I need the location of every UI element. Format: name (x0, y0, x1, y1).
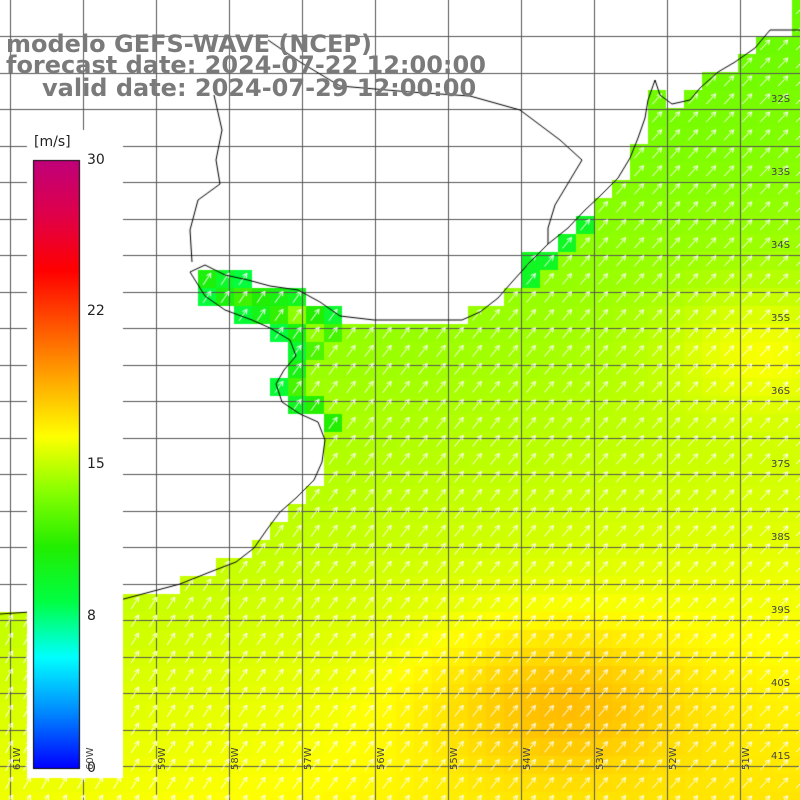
model-title: modelo GEFS-WAVE (NCEP) (6, 30, 372, 58)
lon-label-51w: 51W (741, 747, 752, 770)
valid-date: valid date: 2024-07-29 12:00:00 (42, 74, 477, 102)
lon-label-56w: 56W (376, 747, 387, 770)
forecast-date: forecast date: 2024-07-22 12:00:00 (6, 51, 486, 79)
colorbar-tick-8: 8 (87, 608, 96, 624)
lat-label-38s: 38S (771, 532, 791, 543)
lat-label-39s: 39S (771, 605, 791, 616)
lat-label-34s: 34S (771, 240, 791, 251)
colorbar-tick-0: 0 (87, 760, 96, 776)
lon-label-61w: 61W (12, 747, 23, 770)
lat-label-41s: 41S (771, 751, 791, 762)
lat-label-33s: 33S (771, 167, 791, 178)
lon-label-53w: 53W (595, 747, 606, 770)
lon-label-57w: 57W (303, 747, 314, 770)
lon-label-60w: 60W (85, 747, 96, 770)
lat-label-35s: 35S (771, 313, 791, 324)
colorbar-tick-22: 22 (87, 303, 105, 319)
lat-label-36s: 36S (771, 386, 791, 397)
lon-label-58w: 58W (230, 747, 241, 770)
lon-label-54w: 54W (522, 747, 533, 770)
lon-label-55w: 55W (449, 747, 460, 770)
lat-label-40s: 40S (771, 678, 791, 689)
colorbar-tick-30: 30 (87, 152, 105, 168)
lon-label-59w: 59W (157, 747, 168, 770)
lat-label-32s: 32S (771, 94, 791, 105)
colorbar-tick-15: 15 (87, 456, 105, 472)
lon-label-52w: 52W (668, 747, 679, 770)
lat-label-37s: 37S (771, 459, 791, 470)
colorbar-unit-label: [m/s] (34, 134, 71, 150)
